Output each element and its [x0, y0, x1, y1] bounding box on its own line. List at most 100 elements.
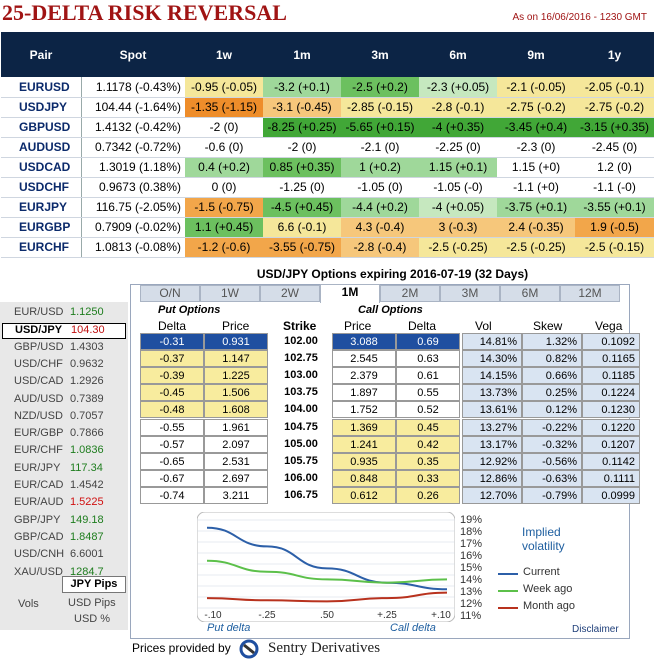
option-cell-cprice[interactable]: 2.379	[332, 367, 396, 385]
jpy-pips-button[interactable]: JPY Pips	[62, 576, 126, 593]
option-cell-pprice[interactable]: 1.506	[204, 384, 268, 402]
quote-item[interactable]: EUR/AUD 1.5225	[0, 496, 128, 512]
option-cell-cprice[interactable]: 3.088	[332, 333, 396, 350]
quote-item[interactable]: USD/JPY 104.30	[2, 323, 126, 340]
quote-item[interactable]: EUR/GBP 0.7866	[0, 427, 128, 443]
option-cell-cprice[interactable]: 0.612	[332, 486, 396, 504]
option-cell-pprice[interactable]: 1.225	[204, 367, 268, 385]
option-cell-cdelta[interactable]: 0.63	[396, 350, 460, 368]
rr-cell: -2.5 (-0.15)	[575, 237, 654, 258]
option-cell-pdelta[interactable]: -0.31	[140, 333, 204, 350]
quote-item[interactable]: EUR/USD 1.1250	[0, 306, 128, 322]
option-cell-pprice[interactable]: 2.097	[204, 435, 268, 453]
option-cell-cdelta[interactable]: 0.26	[396, 486, 460, 504]
quote-item[interactable]: GBP/CAD 1.8487	[0, 531, 128, 547]
provider-name[interactable]: Sentry Derivatives	[268, 640, 381, 656]
quote-item[interactable]: AUD/USD 0.7389	[0, 393, 128, 409]
rr-pair[interactable]: EURGBP	[1, 217, 82, 238]
option-cell-pprice[interactable]: 1.147	[204, 350, 268, 368]
legend-item: Week ago	[523, 583, 573, 595]
quote-item[interactable]: USD/CHF 0.9632	[0, 358, 128, 374]
rr-pair[interactable]: USDCHF	[1, 177, 82, 198]
option-cell-cprice[interactable]: 1.241	[332, 435, 396, 453]
quote-value: 117.34	[70, 461, 103, 474]
rr-pair[interactable]: USDCAD	[1, 157, 82, 178]
tab-2w[interactable]: 2W	[260, 285, 320, 302]
option-cell-pdelta[interactable]: -0.39	[140, 367, 204, 385]
rr-header-1y: 1y	[575, 32, 654, 77]
option-cell-pdelta[interactable]: -0.37	[140, 350, 204, 368]
rr-pair[interactable]: AUDUSD	[1, 137, 82, 158]
option-cell-cprice[interactable]: 1.369	[332, 418, 396, 436]
options-title: USD/JPY Options expiring 2016-07-19 (32 …	[256, 267, 529, 281]
tab-3m[interactable]: 3M	[440, 285, 500, 302]
tab-1w[interactable]: 1W	[200, 285, 260, 302]
option-cell-pdelta[interactable]: -0.65	[140, 452, 204, 470]
col-call-delta: Delta	[408, 319, 437, 333]
quote-value: 1.2926	[70, 375, 104, 388]
option-cell-skew: -0.22%	[522, 418, 582, 436]
option-cell-pdelta[interactable]: -0.45	[140, 384, 204, 402]
sentry-logo-icon	[239, 639, 259, 659]
rr-spot: 0.9673 (0.38%)	[81, 177, 185, 198]
rr-cell: -1.05 (0)	[341, 177, 419, 198]
tab-1m[interactable]: 1M	[320, 284, 380, 303]
rr-pair[interactable]: USDJPY	[1, 97, 82, 118]
option-cell-cdelta[interactable]: 0.42	[396, 435, 460, 453]
usd-pips-button[interactable]: USD Pips	[68, 597, 116, 609]
quote-item[interactable]: EUR/CHF 1.0836	[0, 444, 128, 460]
series-line-week-ago	[206, 559, 448, 584]
option-cell-pprice[interactable]: 2.697	[204, 469, 268, 487]
option-cell-cprice[interactable]: 1.897	[332, 384, 396, 402]
option-cell-cdelta[interactable]: 0.33	[396, 469, 460, 487]
option-cell-pdelta[interactable]: -0.74	[140, 486, 204, 504]
quote-item[interactable]: NZD/USD 0.7057	[0, 410, 128, 426]
quote-value: 1.4303	[70, 340, 104, 353]
disclaimer-link[interactable]: Disclaimer	[572, 624, 619, 635]
rr-pair[interactable]: GBPUSD	[1, 117, 82, 138]
option-cell-pdelta[interactable]: -0.55	[140, 418, 204, 436]
option-cell-cdelta[interactable]: 0.69	[396, 333, 460, 350]
option-cell-pprice[interactable]: 1.961	[204, 418, 268, 436]
rr-pair[interactable]: EURJPY	[1, 197, 82, 218]
chart-x-ticks: -.10 -.25 .50 +.25 +.10	[204, 610, 451, 621]
option-cell-cprice[interactable]: 0.848	[332, 469, 396, 487]
option-cell-cprice[interactable]: 0.935	[332, 452, 396, 470]
quote-item[interactable]: USD/CAD 1.2926	[0, 375, 128, 391]
quote-item[interactable]: GBP/USD 1.4303	[0, 341, 128, 357]
rr-cell: -2.75 (-0.2)	[497, 97, 575, 118]
quote-item[interactable]: EUR/CAD 1.4542	[0, 479, 128, 495]
rr-cell: -2.45 (0)	[575, 137, 654, 158]
quote-item[interactable]: EUR/JPY 117.34	[0, 462, 128, 478]
option-cell-cdelta[interactable]: 0.61	[396, 367, 460, 385]
option-cell-pprice[interactable]: 1.608	[204, 401, 268, 419]
quote-value: 1.1250	[70, 306, 104, 318]
option-cell-cdelta[interactable]: 0.45	[396, 418, 460, 436]
option-cell-pprice[interactable]: 2.531	[204, 452, 268, 470]
col-vol: Vol	[475, 319, 492, 333]
option-cell-cdelta[interactable]: 0.52	[396, 401, 460, 419]
tab-on[interactable]: O/N	[140, 285, 200, 302]
option-cell-vega: 0.1092	[582, 333, 640, 350]
option-cell-cprice[interactable]: 2.545	[332, 350, 396, 368]
option-cell-pdelta[interactable]: -0.67	[140, 469, 204, 487]
option-cell-pprice[interactable]: 0.931	[204, 333, 268, 350]
rr-cell: 6.6 (-0.1)	[263, 217, 341, 238]
option-cell-skew: 0.12%	[522, 401, 582, 419]
quote-pair: USD/CHF	[14, 357, 63, 370]
option-cell-pdelta[interactable]: -0.48	[140, 401, 204, 419]
option-cell-cprice[interactable]: 1.752	[332, 401, 396, 419]
option-cell-pdelta[interactable]: -0.57	[140, 435, 204, 453]
rr-pair[interactable]: EURUSD	[1, 77, 82, 98]
option-cell-cdelta[interactable]: 0.35	[396, 452, 460, 470]
rr-pair[interactable]: EURCHF	[1, 237, 82, 258]
quote-item[interactable]: GBP/JPY 149.18	[0, 514, 128, 530]
tab-2m[interactable]: 2M	[380, 285, 440, 302]
usd-percent-button[interactable]: USD %	[74, 613, 111, 625]
option-cell-cdelta[interactable]: 0.55	[396, 384, 460, 402]
option-cell-pprice[interactable]: 3.211	[204, 486, 268, 504]
quote-item[interactable]: XAU/USD 1284.7	[0, 566, 128, 582]
tab-6m[interactable]: 6M	[500, 285, 560, 302]
tab-12m[interactable]: 12M	[560, 285, 620, 302]
quote-item[interactable]: USD/CNH 6.6001	[0, 548, 128, 564]
